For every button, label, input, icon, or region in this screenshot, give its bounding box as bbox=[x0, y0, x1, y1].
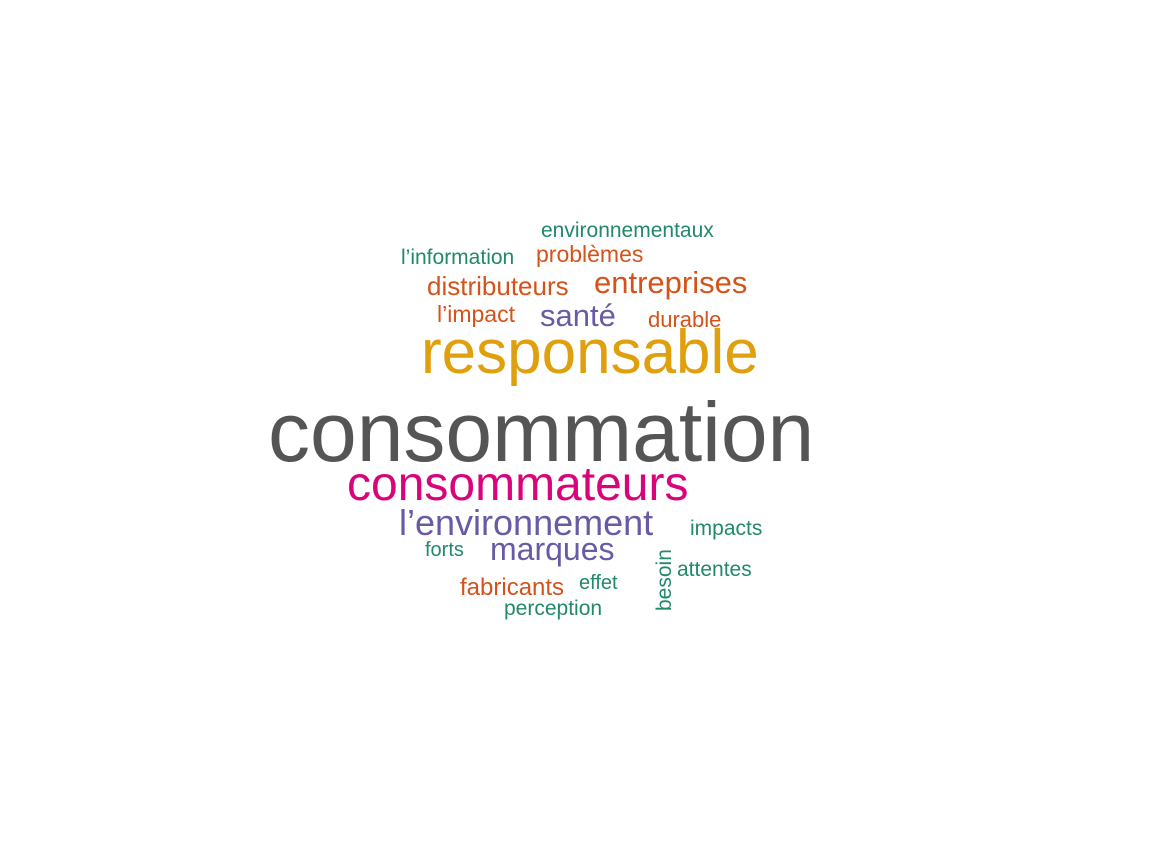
word-responsable: responsable bbox=[421, 318, 759, 387]
word-distributeurs: distributeurs bbox=[427, 271, 569, 301]
word-problemes: problèmes bbox=[536, 241, 644, 267]
word-impacts: impacts bbox=[690, 517, 763, 540]
word-sante: santé bbox=[540, 298, 616, 333]
word-consommateurs: consommateurs bbox=[347, 458, 689, 511]
word-besoin: besoin bbox=[653, 549, 676, 611]
word-forts: forts bbox=[425, 539, 464, 561]
word-fabricants: fabricants bbox=[460, 574, 565, 601]
word-linformation: l’information bbox=[401, 246, 515, 269]
word-attentes: attentes bbox=[677, 558, 752, 581]
word-perception: perception bbox=[504, 597, 603, 620]
word-consommation: consommation bbox=[268, 385, 815, 479]
word-lenvironnement: l’environnement bbox=[399, 502, 654, 543]
word-effet: effet bbox=[579, 572, 618, 594]
word-durable: durable bbox=[648, 307, 722, 332]
word-environnementaux: environnementaux bbox=[541, 219, 714, 242]
word-entreprises: entreprises bbox=[594, 265, 748, 300]
word-marques: marques bbox=[490, 531, 615, 567]
word-limpact: l’impact bbox=[437, 301, 515, 327]
